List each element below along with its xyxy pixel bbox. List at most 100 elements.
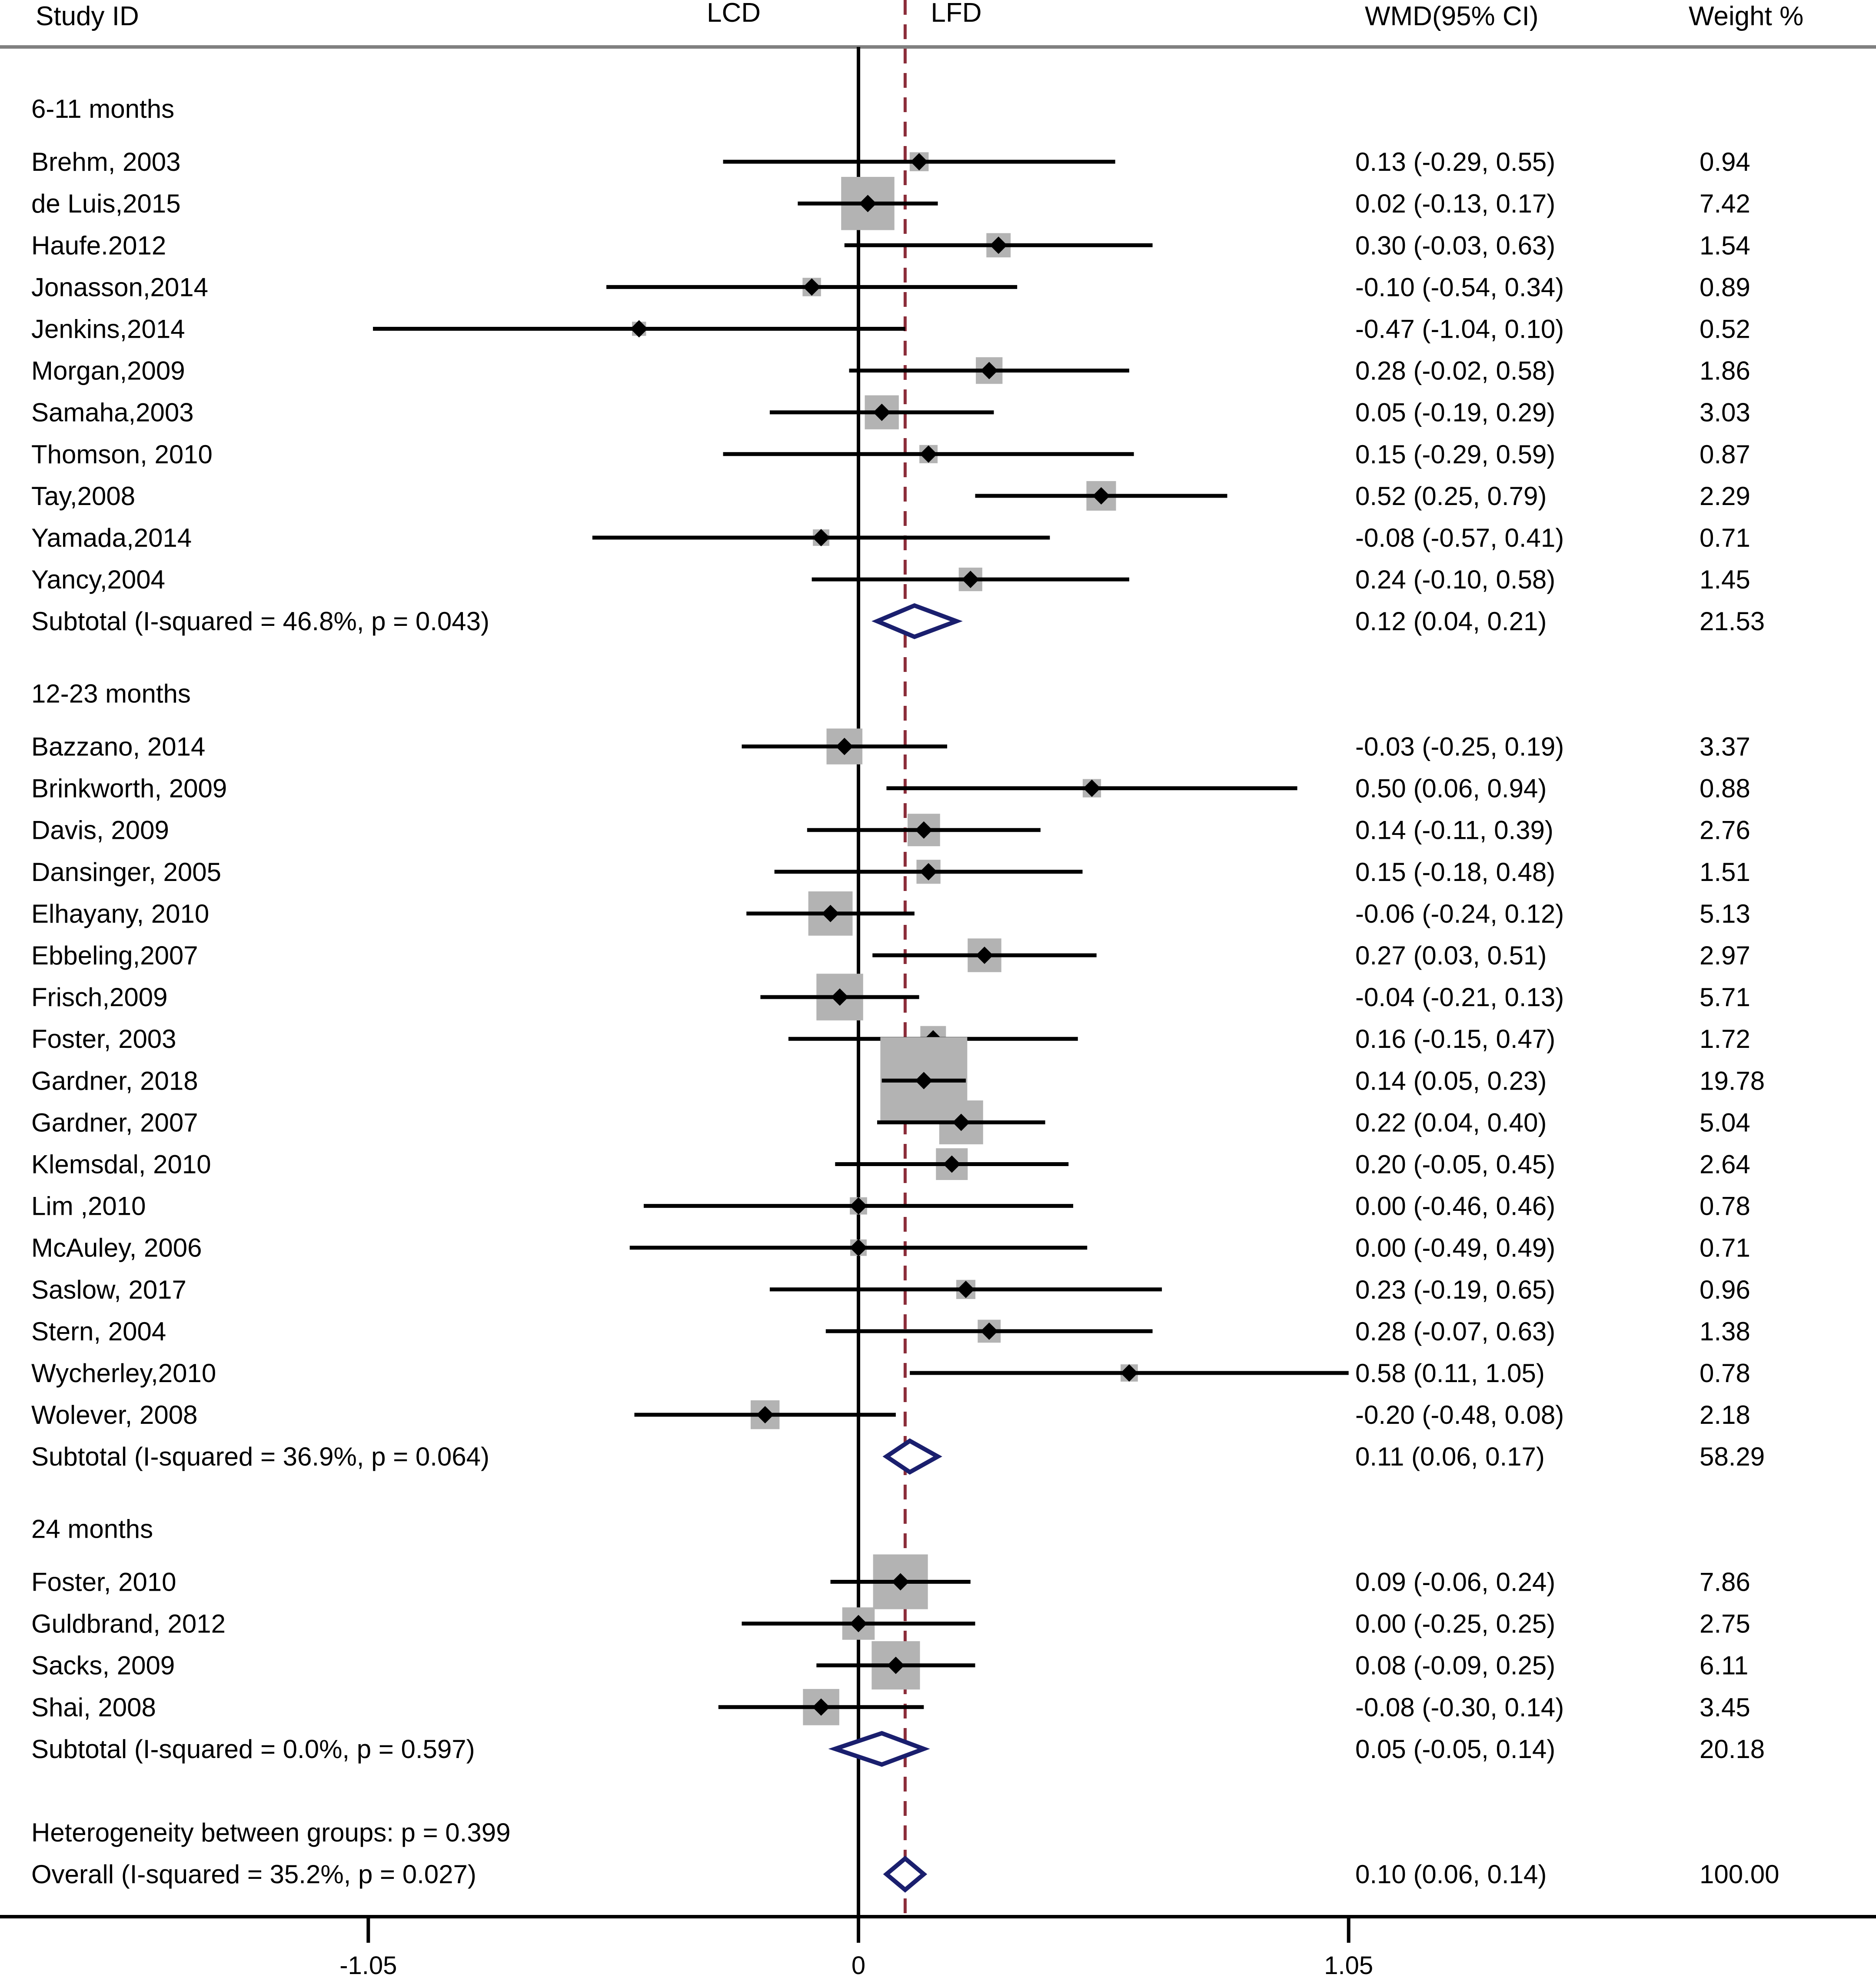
ci-value: -0.06 (-0.24, 0.12) [1355,899,1564,928]
study-label: Guldbrand, 2012 [31,1609,226,1639]
point-estimate-marker [835,738,853,755]
study-row-1-13: Saslow, 2017 0.23 (-0.19, 0.65) 0.96 [31,1275,1750,1304]
ci-value: 0.13 (-0.29, 0.55) [1355,147,1555,176]
ci-value: 0.14 (0.05, 0.23) [1355,1066,1547,1095]
study-row-0-1: de Luis,2015 0.02 (-0.13, 0.17) 7.42 [31,176,1750,230]
subtotal-0-ci-value: 0.12 (0.04, 0.21) [1355,607,1547,636]
study-label: Thomson, 2010 [31,440,213,469]
study-row-0-8: Tay,2008 0.52 (0.25, 0.79) 2.29 [31,481,1750,511]
x-tick-label-1: 0 [852,1951,865,1980]
point-estimate-marker [980,362,998,379]
point-estimate-marker [980,1322,998,1340]
header-wmd-ci: WMD(95% CI) [1365,1,1539,31]
study-label: Haufe.2012 [31,231,166,260]
study-label: Saslow, 2017 [31,1275,186,1304]
study-row-0-7: Thomson, 2010 0.15 (-0.29, 0.59) 0.87 [31,440,1750,469]
weight-value: 6.11 [1700,1651,1748,1680]
study-label: de Luis,2015 [31,189,181,218]
weight-value: 19.78 [1700,1066,1765,1095]
study-row-1-16: Wolever, 2008 -0.20 (-0.48, 0.08) 2.18 [31,1400,1750,1429]
subtotal-1-diamond [882,1438,942,1475]
overall-ci-value: 0.10 (0.06, 0.14) [1355,1860,1547,1889]
point-estimate-marker [859,195,877,213]
subtotal-0-weight-value: 21.53 [1700,607,1765,636]
subtotal-0-diamond [871,603,963,639]
weight-value: 2.76 [1700,816,1750,845]
study-label: Samaha,2003 [31,398,194,427]
subtotal-1: Subtotal (I-squared = 36.9%, p = 0.064) 0… [31,1438,1765,1475]
ci-value: -0.08 (-0.57, 0.41) [1355,523,1564,552]
study-row-2-1: Guldbrand, 2012 0.00 (-0.25, 0.25) 2.75 [31,1607,1750,1640]
ci-value: 0.09 (-0.06, 0.24) [1355,1568,1555,1597]
study-label: Jenkins,2014 [31,315,185,344]
ci-value: 0.50 (0.06, 0.94) [1355,774,1547,803]
weight-value: 7.86 [1700,1568,1750,1597]
point-estimate-marker [915,821,933,839]
heterogeneity-between-groups: Heterogeneity between groups: p = 0.399 [31,1818,510,1847]
study-label: Gardner, 2018 [31,1066,198,1095]
point-estimate-marker [920,445,938,463]
weight-value: 1.45 [1700,565,1750,594]
ci-value: 0.14 (-0.11, 0.39) [1355,816,1553,845]
ci-value: 0.00 (-0.46, 0.46) [1355,1192,1555,1221]
point-estimate-marker [891,1573,909,1591]
point-estimate-marker [975,947,993,964]
point-estimate-marker [873,403,891,421]
study-row-2-3: Shai, 2008 -0.08 (-0.30, 0.14) 3.45 [31,1689,1750,1725]
point-estimate-marker [1083,779,1101,797]
study-label: Lim ,2010 [31,1192,146,1221]
study-row-1-12: McAuley, 2006 0.00 (-0.49, 0.49) 0.71 [31,1233,1750,1263]
study-row-0-9: Yamada,2014 -0.08 (-0.57, 0.41) 0.71 [31,523,1750,552]
weight-value: 3.45 [1700,1693,1750,1722]
subtotal-2-ci-value: 0.05 (-0.05, 0.14) [1355,1735,1555,1764]
point-estimate-marker [822,904,839,922]
ci-value: 0.15 (-0.29, 0.59) [1355,440,1555,469]
study-label: Shai, 2008 [31,1693,156,1722]
study-row-0-5: Morgan,2009 0.28 (-0.02, 0.58) 1.86 [31,356,1750,386]
weight-value: 0.52 [1700,315,1750,344]
point-estimate-marker [756,1406,774,1424]
weight-value: 2.29 [1700,482,1750,511]
weight-value: 3.03 [1700,398,1750,427]
study-row-1-14: Stern, 2004 0.28 (-0.07, 0.63) 1.38 [31,1317,1750,1346]
point-estimate-marker [990,236,1008,254]
ci-value: 0.28 (-0.02, 0.58) [1355,356,1555,386]
overall-weight-value: 100.00 [1700,1860,1780,1889]
weight-value: 0.89 [1700,273,1750,302]
overall-diamond [883,1855,928,1893]
ci-value: 0.24 (-0.10, 0.58) [1355,565,1555,594]
study-row-1-3: Dansinger, 2005 0.15 (-0.18, 0.48) 1.51 [31,858,1750,887]
ci-value: 0.00 (-0.25, 0.25) [1355,1609,1555,1639]
study-row-1-4: Elhayany, 2010 -0.06 (-0.24, 0.12) 5.13 [31,891,1750,936]
point-estimate-marker [952,1113,970,1131]
ci-value: -0.04 (-0.21, 0.13) [1355,983,1564,1012]
weight-value: 0.96 [1700,1275,1750,1304]
weight-value: 5.71 [1700,983,1750,1012]
point-estimate-marker [850,1239,867,1256]
point-estimate-marker [957,1280,975,1298]
weight-value: 1.51 [1700,858,1750,887]
subtotal-0: Subtotal (I-squared = 46.8%, p = 0.043) 0… [31,603,1765,639]
study-label: Brinkworth, 2009 [31,774,227,803]
study-label: Davis, 2009 [31,816,169,845]
subtotal-1-ci-value: 0.11 (0.06, 0.17) [1355,1442,1545,1471]
study-label: Klemsdal, 2010 [31,1150,211,1179]
weight-value: 0.71 [1700,1233,1750,1263]
study-row-0-0: Brehm, 2003 0.13 (-0.29, 0.55) 0.94 [31,147,1750,176]
study-label: Wolever, 2008 [31,1400,197,1429]
weight-value: 0.88 [1700,774,1750,803]
subtotal-0-label: Subtotal (I-squared = 46.8%, p = 0.043) [31,607,489,636]
point-estimate-marker [812,1698,830,1716]
group-heading-0: 6-11 months [31,94,174,123]
weight-value: 2.75 [1700,1609,1750,1639]
ci-value: 0.28 (-0.07, 0.63) [1355,1317,1555,1346]
overall: Overall (I-squared = 35.2%, p = 0.027) 0.… [31,1855,1780,1893]
weight-value: 7.42 [1700,189,1750,218]
point-estimate-marker [630,320,648,338]
ci-value: 0.02 (-0.13, 0.17) [1355,189,1555,218]
header-study-id: Study ID [36,1,139,31]
weight-value: 5.04 [1700,1108,1750,1137]
weight-value: 0.94 [1700,147,1750,176]
forest-rows: 6-11 months Brehm, 2003 0.13 (-0.29, 0.55)… [31,94,1780,1893]
ci-value: -0.20 (-0.48, 0.08) [1355,1400,1564,1429]
